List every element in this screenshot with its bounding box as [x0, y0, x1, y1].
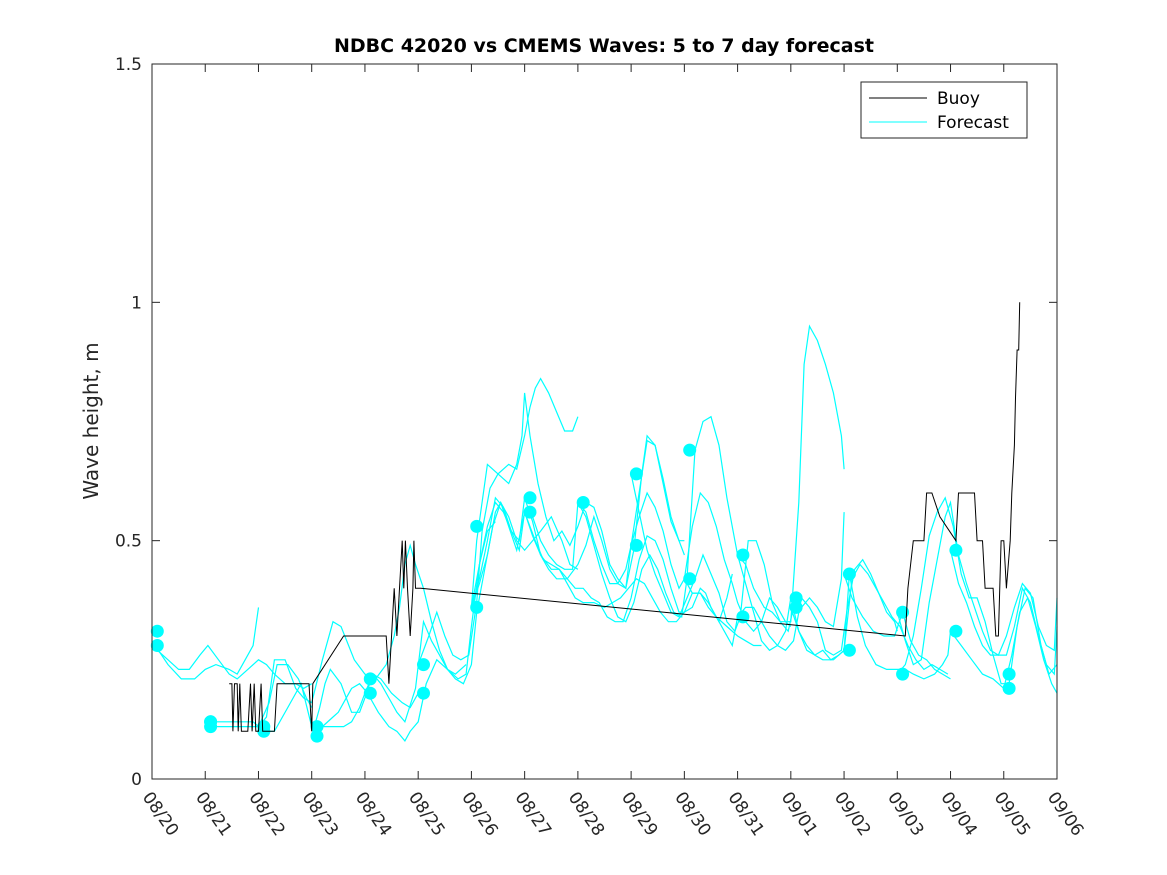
- forecast-marker: [417, 686, 430, 700]
- x-tick-label: 09/02: [830, 788, 874, 840]
- forecast-line: [524, 491, 792, 633]
- forecast-line: [258, 673, 419, 732]
- plot-frame: [151, 63, 1058, 780]
- y-tick-label: 1: [131, 293, 142, 313]
- x-tick-label: 08/25: [404, 788, 448, 840]
- forecast-marker: [789, 591, 803, 605]
- forecast-marker: [629, 467, 643, 481]
- forecast-marker: [629, 538, 643, 552]
- x-tick-label: 08/26: [457, 788, 501, 840]
- forecast-marker: [736, 548, 750, 562]
- forecast-marker: [363, 686, 377, 700]
- x-tick-label: 08/29: [617, 788, 661, 840]
- forecast-marker: [842, 567, 856, 581]
- forecast-marker: [150, 624, 164, 638]
- forecast-marker: [150, 639, 164, 652]
- buoy-line: [229, 302, 1021, 732]
- forecast-line: [470, 392, 685, 608]
- forecast-marker: [1002, 681, 1016, 695]
- forecast-line: [205, 663, 313, 728]
- forecast-line: [950, 596, 1058, 694]
- forecast-line: [683, 558, 898, 656]
- x-tick-label: 08/31: [723, 788, 767, 840]
- legend-forecast-label: Forecast: [937, 113, 1009, 133]
- y-axis-ticks: 0 0.5 1 1.5: [115, 55, 1057, 790]
- forecast-line: [470, 496, 733, 624]
- forecast-marker: [842, 643, 856, 657]
- legend: Buoy Forecast: [860, 81, 1028, 139]
- forecast-marker: [257, 720, 271, 734]
- forecast-line: [949, 550, 1058, 676]
- x-tick-label: 09/06: [1043, 788, 1087, 840]
- forecast-marker: [576, 496, 590, 509]
- x-tick-label: 08/30: [670, 788, 714, 840]
- x-tick-label: 08/20: [138, 788, 182, 840]
- forecast-marker: [523, 505, 537, 519]
- forecast-line: [417, 377, 579, 665]
- x-tick-label: 08/22: [244, 788, 288, 840]
- x-tick-label: 09/01: [777, 788, 821, 840]
- x-tick-label: 09/04: [936, 788, 980, 840]
- legend-box: [860, 81, 1028, 139]
- x-tick-label: 08/21: [191, 788, 235, 840]
- y-axis-label: Wave height, m: [79, 342, 103, 499]
- x-tick-label: 08/28: [564, 788, 608, 840]
- y-tick-label: 0.5: [115, 532, 142, 552]
- forecast-line: [896, 496, 1058, 685]
- forecast-line: [470, 501, 762, 647]
- y-tick-label: 0: [131, 770, 142, 790]
- x-tick-label: 08/27: [511, 788, 555, 840]
- forecast-marker: [683, 443, 697, 457]
- legend-buoy-label: Buoy: [937, 89, 980, 109]
- forecast-marker: [310, 729, 324, 743]
- forecast-line: [577, 324, 845, 623]
- plot-background: [152, 64, 1057, 779]
- forecast-marker: [363, 672, 377, 686]
- forecast-marker: [896, 605, 910, 619]
- forecast-line: [151, 607, 260, 680]
- forecast-marker: [949, 543, 963, 557]
- forecast-marker: [736, 610, 750, 624]
- y-tick-label: 1.5: [115, 55, 142, 75]
- forecast-marker: [470, 600, 484, 614]
- forecast-marker: [310, 720, 324, 734]
- forecast-marker: [896, 667, 910, 681]
- forecast-marker: [789, 600, 803, 614]
- forecast-line: [790, 573, 952, 680]
- forecast-marker: [417, 658, 430, 672]
- forecast-line: [311, 521, 496, 742]
- chart-title: NDBC 42020 vs CMEMS Waves: 5 to 7 day fo…: [334, 35, 874, 57]
- forecast-marker: [523, 491, 537, 505]
- x-tick-label: 08/23: [298, 788, 342, 840]
- x-tick-label: 09/03: [883, 788, 927, 840]
- x-tick-label: 09/05: [990, 788, 1034, 840]
- forecast-marker: [204, 715, 218, 729]
- forecast-marker: [949, 624, 963, 638]
- x-tick-label: 08/24: [351, 788, 395, 840]
- forecast-marker: [1002, 667, 1016, 681]
- forecast-line: [311, 619, 467, 737]
- forecast-marker: [683, 572, 697, 586]
- forecast-marker: [470, 519, 484, 533]
- plot-area: [150, 302, 1058, 743]
